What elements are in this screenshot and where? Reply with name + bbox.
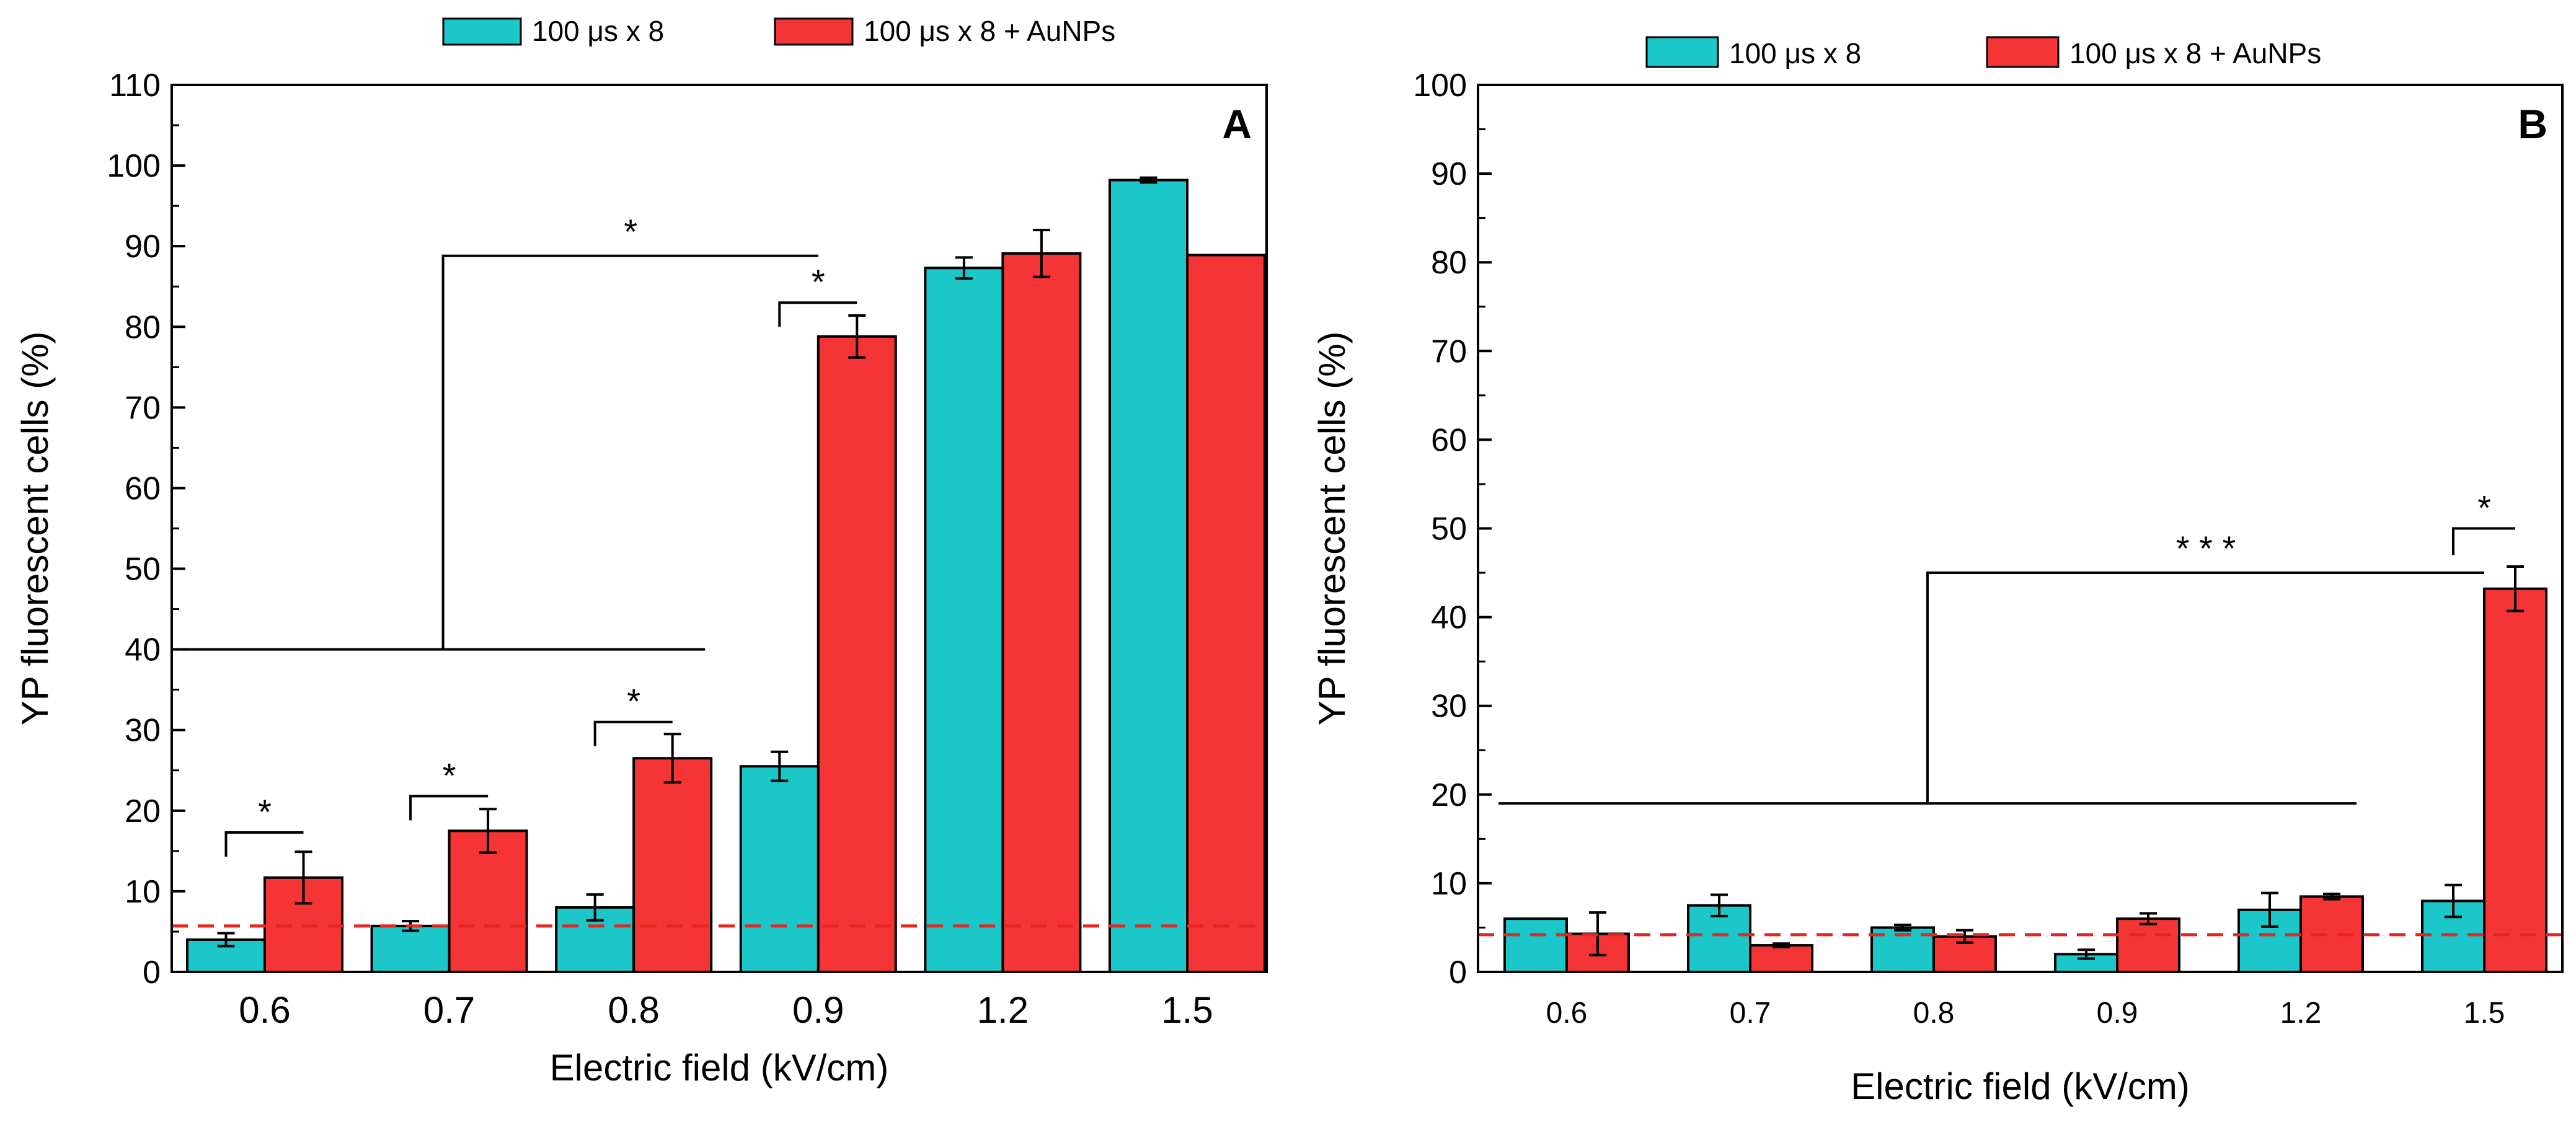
a-x-tick-label: 0.7 bbox=[423, 989, 475, 1031]
b-y-tick-label: 50 bbox=[1431, 511, 1467, 547]
b-x-tick-label: 0.7 bbox=[1730, 997, 1771, 1030]
a-significance-label: * bbox=[812, 262, 825, 301]
a-y-tick-label: 70 bbox=[125, 390, 161, 426]
panel-a-label: A bbox=[1222, 101, 1252, 147]
a-significance-bracket bbox=[778, 301, 857, 327]
b-y-tick-label: 20 bbox=[1431, 777, 1467, 813]
a-bar-control bbox=[924, 267, 1004, 973]
panel-b-legend-swatch-aunps bbox=[1986, 36, 2060, 68]
panel-a-legend-swatch-aunps bbox=[774, 17, 854, 46]
panel-a-error-bars bbox=[172, 176, 1267, 948]
b-significance-label: * bbox=[2477, 488, 2491, 527]
a-significance-bracket bbox=[593, 720, 673, 746]
b-x-tick-label: 0.6 bbox=[1546, 997, 1588, 1030]
a-significance-bracket bbox=[224, 831, 304, 857]
b-y-tick-label: 0 bbox=[1449, 955, 1467, 991]
a-bar-aunps bbox=[817, 335, 897, 973]
a-y-tick-label: 30 bbox=[125, 713, 161, 749]
a-y-tick-label: 100 bbox=[107, 148, 161, 184]
panel-a-legend-label-control: 100 μs x 8 bbox=[532, 15, 664, 47]
b-bar-aunps bbox=[1749, 944, 1813, 973]
b-y-tick-label: 80 bbox=[1431, 245, 1467, 281]
panel-b-x-axis-label: Electric field (kV/cm) bbox=[1851, 1066, 2190, 1107]
a-bar-control bbox=[555, 906, 635, 973]
a-y-tick-label: 90 bbox=[125, 229, 161, 265]
a-group-bracket bbox=[441, 254, 818, 650]
b-x-tick-label: 0.9 bbox=[2097, 997, 2138, 1030]
a-significance-label: * bbox=[627, 682, 640, 721]
b-y-tick-label: 30 bbox=[1431, 689, 1467, 725]
panel-a: 0 10 20 30 40 50 60 70 80 90 100 110 0.6 0.7 0.8 0.9 1.2… bbox=[14, 15, 1268, 1088]
b-y-tick-label: 90 bbox=[1431, 156, 1467, 192]
a-significance-label: * bbox=[443, 756, 456, 795]
a-y-tick-label: 80 bbox=[125, 309, 161, 345]
a-bar-aunps bbox=[632, 757, 713, 973]
a-x-tick-label: 0.9 bbox=[792, 989, 844, 1031]
panel-b-frame bbox=[1477, 84, 2564, 973]
a-bar-control bbox=[739, 765, 820, 973]
a-y-tick-label: 110 bbox=[109, 68, 161, 104]
b-significance-label: * * * bbox=[2176, 529, 2236, 568]
a-bar-control bbox=[1109, 179, 1188, 973]
panel-b-legend-label-control: 100 μs x 8 bbox=[1729, 37, 1861, 69]
b-group-bracket bbox=[1926, 572, 2484, 804]
a-significance-label: * bbox=[258, 792, 272, 831]
panel-a-bars bbox=[186, 179, 1266, 974]
panel-a-ticks: 0 10 20 30 40 50 60 70 80 90 100 110 0.6 0.7 0.8 0.9 1.2… bbox=[107, 68, 1213, 1031]
a-bar-aunps bbox=[1001, 252, 1082, 973]
b-bar-aunps bbox=[2116, 917, 2180, 974]
b-x-tick-label: 1.2 bbox=[2280, 997, 2322, 1030]
b-x-tick-label: 0.8 bbox=[1913, 997, 1955, 1030]
panel-b-legend-label-aunps: 100 μs x 8 + AuNPs bbox=[2069, 37, 2321, 69]
panel-b-legend-swatch-control bbox=[1645, 36, 1719, 68]
panel-a-annotations: * * * * * bbox=[181, 212, 857, 857]
panel-b-annotations: * * * * bbox=[1498, 488, 2515, 805]
panel-b-error-bars bbox=[1478, 565, 2562, 960]
panel-a-x-axis-label: Electric field (kV/cm) bbox=[550, 1047, 889, 1088]
b-significance-bracket bbox=[2452, 527, 2515, 555]
panel-b-ticks: 0 10 20 30 40 50 60 70 80 90 100 0.6 0.7 0.8 0.9 1.2 1.5 bbox=[1413, 68, 2505, 1030]
a-x-tick-label: 0.8 bbox=[608, 989, 659, 1031]
panel-b-label: B bbox=[2518, 101, 2547, 147]
a-y-tick-label: 50 bbox=[125, 552, 161, 588]
a-bar-control bbox=[370, 924, 451, 973]
a-bar-aunps bbox=[448, 829, 528, 974]
panel-a-legend-label-aunps: 100 μs x 8 + AuNPs bbox=[864, 15, 1115, 47]
a-x-tick-label: 0.6 bbox=[239, 989, 290, 1031]
b-bar-control bbox=[1687, 904, 1751, 974]
b-bar-control bbox=[1503, 917, 1568, 974]
a-significance-bracket bbox=[409, 795, 489, 821]
panel-b-y-axis-label: YP fluorescent cells (%) bbox=[1311, 332, 1353, 726]
a-y-tick-label: 60 bbox=[125, 470, 161, 506]
a-significance-label: * bbox=[624, 212, 637, 251]
a-bar-aunps bbox=[1186, 254, 1266, 973]
b-y-tick-label: 70 bbox=[1431, 333, 1467, 369]
panel-a-y-axis-label: YP fluorescent cells (%) bbox=[14, 332, 56, 726]
a-x-tick-label: 1.2 bbox=[977, 989, 1029, 1031]
b-y-tick-label: 100 bbox=[1413, 68, 1467, 104]
b-y-tick-label: 10 bbox=[1431, 866, 1467, 902]
panel-b-legend: 100 μs x 8 100 μs x 8 + AuNPs bbox=[1645, 36, 2321, 69]
panel-a-frame bbox=[170, 84, 1268, 973]
a-y-tick-label: 20 bbox=[125, 793, 161, 829]
a-y-tick-label: 10 bbox=[125, 874, 161, 910]
b-x-tick-label: 1.5 bbox=[2464, 997, 2505, 1030]
a-y-tick-label: 40 bbox=[125, 632, 161, 668]
panel-b: 0 10 20 30 40 50 60 70 80 90 100 0.6 0.7 0.8 0.9 1.2 1.5… bbox=[1311, 36, 2564, 1107]
a-x-tick-label: 1.5 bbox=[1161, 989, 1213, 1031]
panel-b-bars bbox=[1503, 587, 2547, 974]
b-y-tick-label: 40 bbox=[1431, 600, 1467, 636]
panel-a-legend-swatch-control bbox=[442, 17, 522, 46]
b-bar-aunps bbox=[2483, 587, 2547, 973]
a-y-tick-label: 0 bbox=[143, 955, 161, 991]
b-y-tick-label: 60 bbox=[1431, 422, 1467, 458]
panel-a-legend: 100 μs x 8 100 μs x 8 + AuNPs bbox=[442, 15, 1115, 47]
